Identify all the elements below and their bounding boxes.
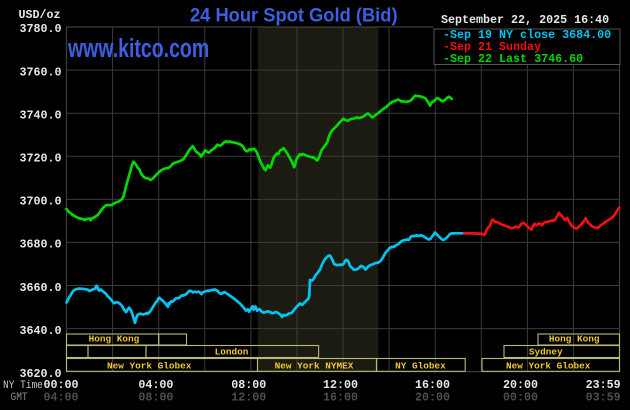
svg-text:16:00: 16:00 xyxy=(323,390,358,404)
svg-text:NY Time: NY Time xyxy=(3,380,43,393)
svg-text:3760.0: 3760.0 xyxy=(19,65,61,79)
svg-text:-Sep 19 NY close 3684.00: -Sep 19 NY close 3684.00 xyxy=(443,28,611,42)
svg-text:3720.0: 3720.0 xyxy=(19,151,61,165)
svg-text:GMT: GMT xyxy=(11,393,28,405)
svg-text:September 22, 2025 16:40: September 22, 2025 16:40 xyxy=(441,13,609,27)
svg-text:12:00: 12:00 xyxy=(231,390,266,404)
svg-text:NY Globex: NY Globex xyxy=(395,361,446,372)
svg-text:London: London xyxy=(215,347,249,358)
svg-text:New York Globex: New York Globex xyxy=(506,361,591,372)
svg-text:3700.0: 3700.0 xyxy=(19,194,61,208)
svg-text:3740.0: 3740.0 xyxy=(19,108,61,122)
svg-text:-Sep 22 Last 3746.60: -Sep 22 Last 3746.60 xyxy=(443,52,583,66)
svg-text:08:00: 08:00 xyxy=(231,378,266,392)
svg-text:12:00: 12:00 xyxy=(323,378,358,392)
svg-text:New York Globex: New York Globex xyxy=(107,361,192,372)
svg-text:20:00: 20:00 xyxy=(503,378,538,392)
svg-text:20:00: 20:00 xyxy=(415,390,450,404)
svg-text:24 Hour Spot Gold (Bid): 24 Hour Spot Gold (Bid) xyxy=(190,5,398,27)
svg-text:00:00: 00:00 xyxy=(503,390,538,404)
svg-text:3640.0: 3640.0 xyxy=(19,324,61,338)
svg-text:Sydney: Sydney xyxy=(529,347,563,358)
svg-text:Hong Kong: Hong Kong xyxy=(549,333,600,344)
svg-text:Hong Kong: Hong Kong xyxy=(89,333,140,344)
svg-text:New York NYMEX: New York NYMEX xyxy=(275,361,354,372)
svg-text:04:00: 04:00 xyxy=(43,390,78,404)
svg-text:3680.0: 3680.0 xyxy=(19,237,61,251)
svg-text:03:59: 03:59 xyxy=(586,390,621,404)
svg-text:08:00: 08:00 xyxy=(138,390,173,404)
svg-text:3660.0: 3660.0 xyxy=(19,281,61,295)
svg-text:00:00: 00:00 xyxy=(43,378,78,392)
svg-text:04:00: 04:00 xyxy=(138,378,173,392)
svg-text:16:00: 16:00 xyxy=(415,378,450,392)
svg-text:USD/oz: USD/oz xyxy=(19,8,61,22)
svg-text:3620.0: 3620.0 xyxy=(19,367,61,381)
svg-text:3780.0: 3780.0 xyxy=(19,22,61,36)
svg-text:www.kitco.com: www.kitco.com xyxy=(67,33,209,62)
svg-text:-Sep 21 Sunday: -Sep 21 Sunday xyxy=(443,40,541,54)
svg-text:23:59: 23:59 xyxy=(586,378,621,392)
